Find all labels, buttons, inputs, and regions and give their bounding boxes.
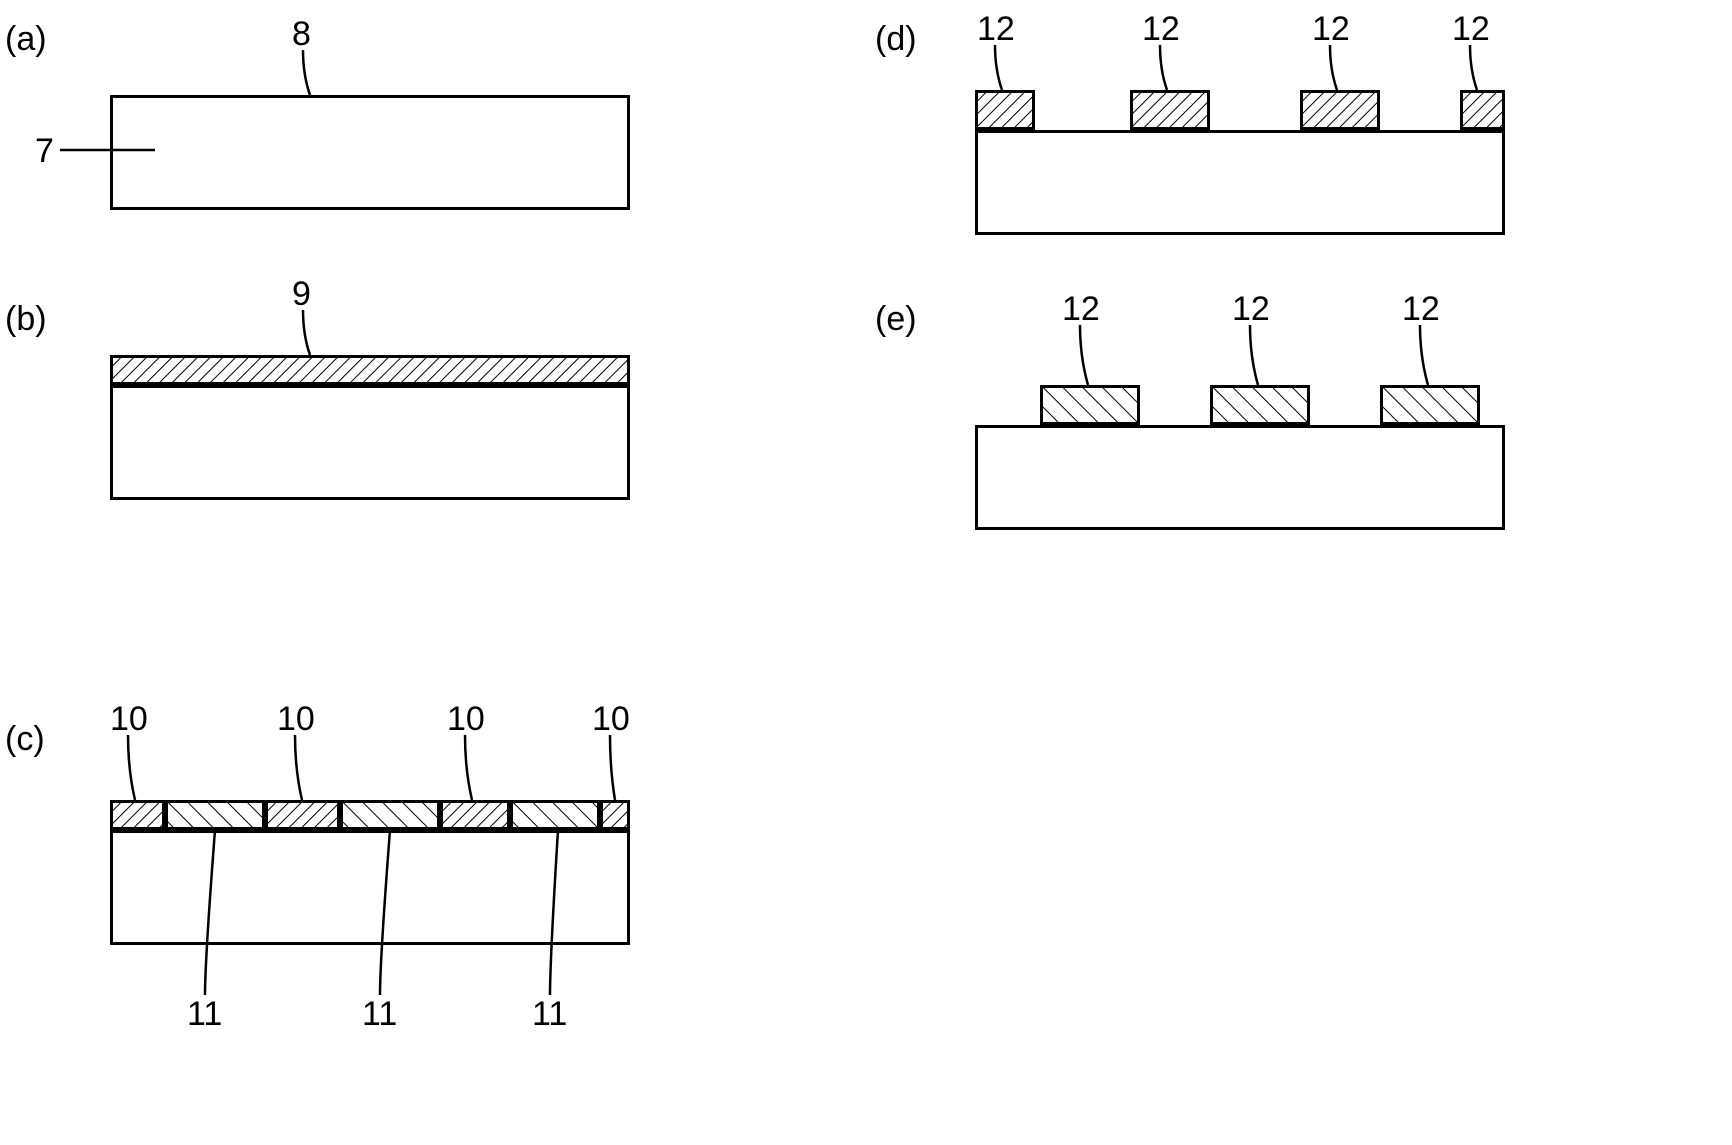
leaders-12-e <box>0 0 1732 1145</box>
